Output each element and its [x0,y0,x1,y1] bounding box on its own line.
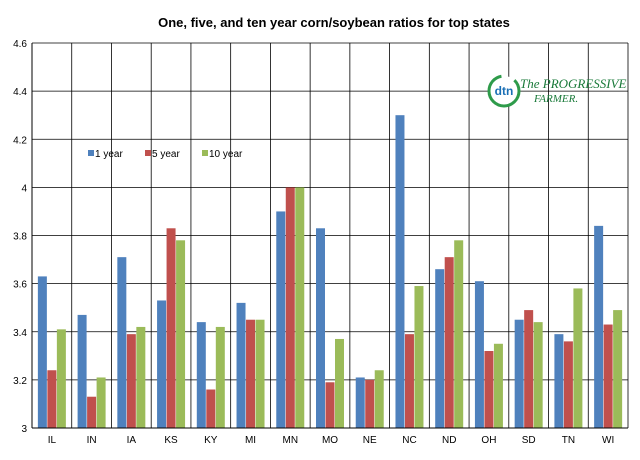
x-tick-label: IL [48,435,57,446]
bar-10-year-KS [176,240,186,428]
x-tick-label: NC [402,435,416,446]
bar-1-year-MO [316,228,325,428]
bar-10-year-IA [136,326,146,428]
bar-10-year-WI [613,310,623,428]
x-tick-labels: IL IN IA KS KY MI MN MO NE NC ND OH SD TN WI [48,435,615,446]
y-tick-label: 4.6 [13,39,27,50]
x-tick-label: IA [127,435,137,446]
bar-1-year-IN [77,314,87,428]
bar-5-year-ND [444,257,454,428]
bar-1-year-NE [355,377,365,428]
x-tick-label: KS [164,435,178,446]
bar-5-year-IN [87,396,97,428]
x-tick-label: TN [562,435,575,446]
bar-1-year-IA [117,257,127,428]
x-tick-label: OH [481,435,496,446]
x-tick-label: ND [442,435,456,446]
bar-1-year-WI [594,225,604,428]
legend-label: 1 year [95,149,123,160]
bar-1-year-KS [157,300,167,428]
bar-5-year-KS [166,228,176,428]
x-tick-label: NE [363,435,377,446]
bar-5-year-NC [404,334,414,428]
bar-10-year-IL [56,329,66,428]
bar-1-year-OH [474,281,484,428]
bar-5-year-OH [484,351,494,428]
dtn-progressive-farmer-logo: dtn The PROGRESSIVE FARMER. [487,74,627,108]
bar-1-year-MN [276,211,286,428]
bar-5-year-KY [206,389,216,428]
bar-1-year-KY [196,322,206,428]
bar-10-year-TN [573,288,583,428]
bar-10-year-NC [414,286,424,428]
bar-5-year-MO [325,382,335,428]
bar-10-year-MN [295,187,305,428]
bar-1-year-IL [37,276,47,428]
gridlines [31,42,629,429]
logo-mark: dtn [495,84,514,98]
bar-5-year-WI [603,324,613,428]
bar-5-year-NE [365,379,375,428]
x-tick-label: MI [245,435,256,446]
logo-line1: The PROGRESSIVE [520,76,627,91]
bar-5-year-MN [285,187,295,428]
bar-10-year-MO [335,338,344,428]
bar-5-year-IL [47,370,57,428]
axes [31,43,628,429]
x-tick-label: MN [282,435,298,446]
y-tick-label: 3.4 [13,328,27,339]
y-tick-label: 3.6 [13,280,27,291]
bar-1-year-MI [236,302,246,428]
y-tick-label: 4 [21,183,27,194]
legend-swatch [145,150,151,156]
bar-5-year-MI [246,319,256,428]
bar-10-year-ND [454,240,464,428]
y-tick-labels: 3 3.2 3.4 3.6 3.8 4 4.2 4.4 4.6 [13,39,27,435]
bar-5-year-SD [524,310,534,428]
chart-title: One, five, and ten year corn/soybean rat… [158,15,510,30]
bar-10-year-IN [96,377,106,428]
y-tick-label: 3.8 [13,232,27,243]
x-tick-label: SD [522,435,536,446]
bar-1-year-SD [514,319,524,428]
y-tick-label: 3.2 [13,376,27,387]
y-tick-label: 3 [21,424,27,435]
x-tick-label: IN [87,435,97,446]
y-tick-label: 4.4 [13,87,27,98]
legend: 1 year 5 year 10 year [88,149,243,160]
legend-label: 5 year [152,149,180,160]
bar-10-year-OH [493,343,503,428]
logo-line2: FARMER. [533,93,578,105]
legend-swatch [202,150,208,156]
legend-label: 10 year [209,149,243,160]
x-tick-label: MO [322,435,338,446]
bar-1-year-TN [554,334,564,428]
x-tick-label: KY [204,435,218,446]
x-tick-label: WI [602,435,614,446]
bar-10-year-KY [215,326,225,428]
bar-1-year-NC [395,115,405,428]
legend-swatch [88,150,94,156]
bars [37,115,623,428]
bar-1-year-ND [435,269,445,428]
bar-10-year-MI [255,319,265,428]
bar-10-year-NE [374,370,384,428]
bar-10-year-SD [533,322,543,428]
bar-5-year-TN [563,341,573,428]
bar-5-year-IA [126,334,136,428]
y-tick-label: 4.2 [13,135,27,146]
